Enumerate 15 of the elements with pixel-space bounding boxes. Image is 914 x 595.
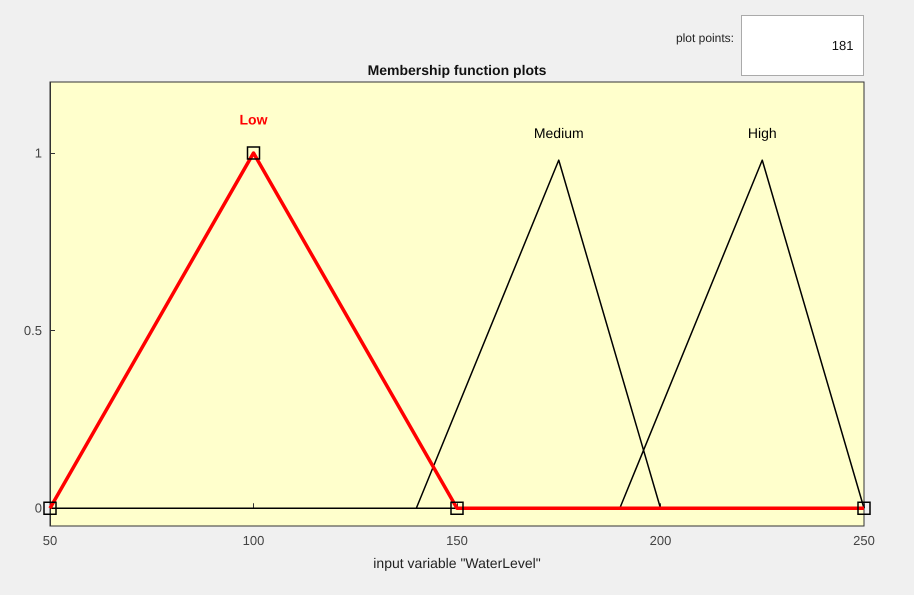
x-tick-label: 250: [853, 533, 875, 548]
text: plot points:: [676, 31, 734, 45]
series-label: High: [748, 125, 777, 142]
y-tick-label: 0: [34, 500, 42, 516]
x-axis-title: input variable "WaterLevel": [373, 555, 541, 571]
y-tick-label: 1: [34, 146, 42, 161]
text: 181: [832, 38, 854, 53]
x-tick-label: 50: [42, 533, 58, 548]
series-label: Medium: [534, 125, 584, 142]
series-label: Low: [240, 111, 268, 128]
chart-title: Membership function plots: [368, 62, 547, 78]
y-tick-label: 0.5: [24, 323, 42, 338]
x-tick-label: 100: [242, 533, 264, 548]
x-tick-label: 150: [446, 533, 468, 548]
x-tick-label: 200: [650, 533, 672, 548]
